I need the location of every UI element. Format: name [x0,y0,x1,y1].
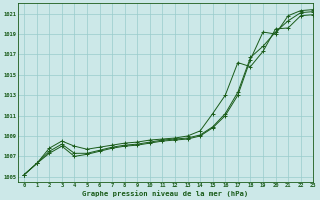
X-axis label: Graphe pression niveau de la mer (hPa): Graphe pression niveau de la mer (hPa) [83,190,249,197]
